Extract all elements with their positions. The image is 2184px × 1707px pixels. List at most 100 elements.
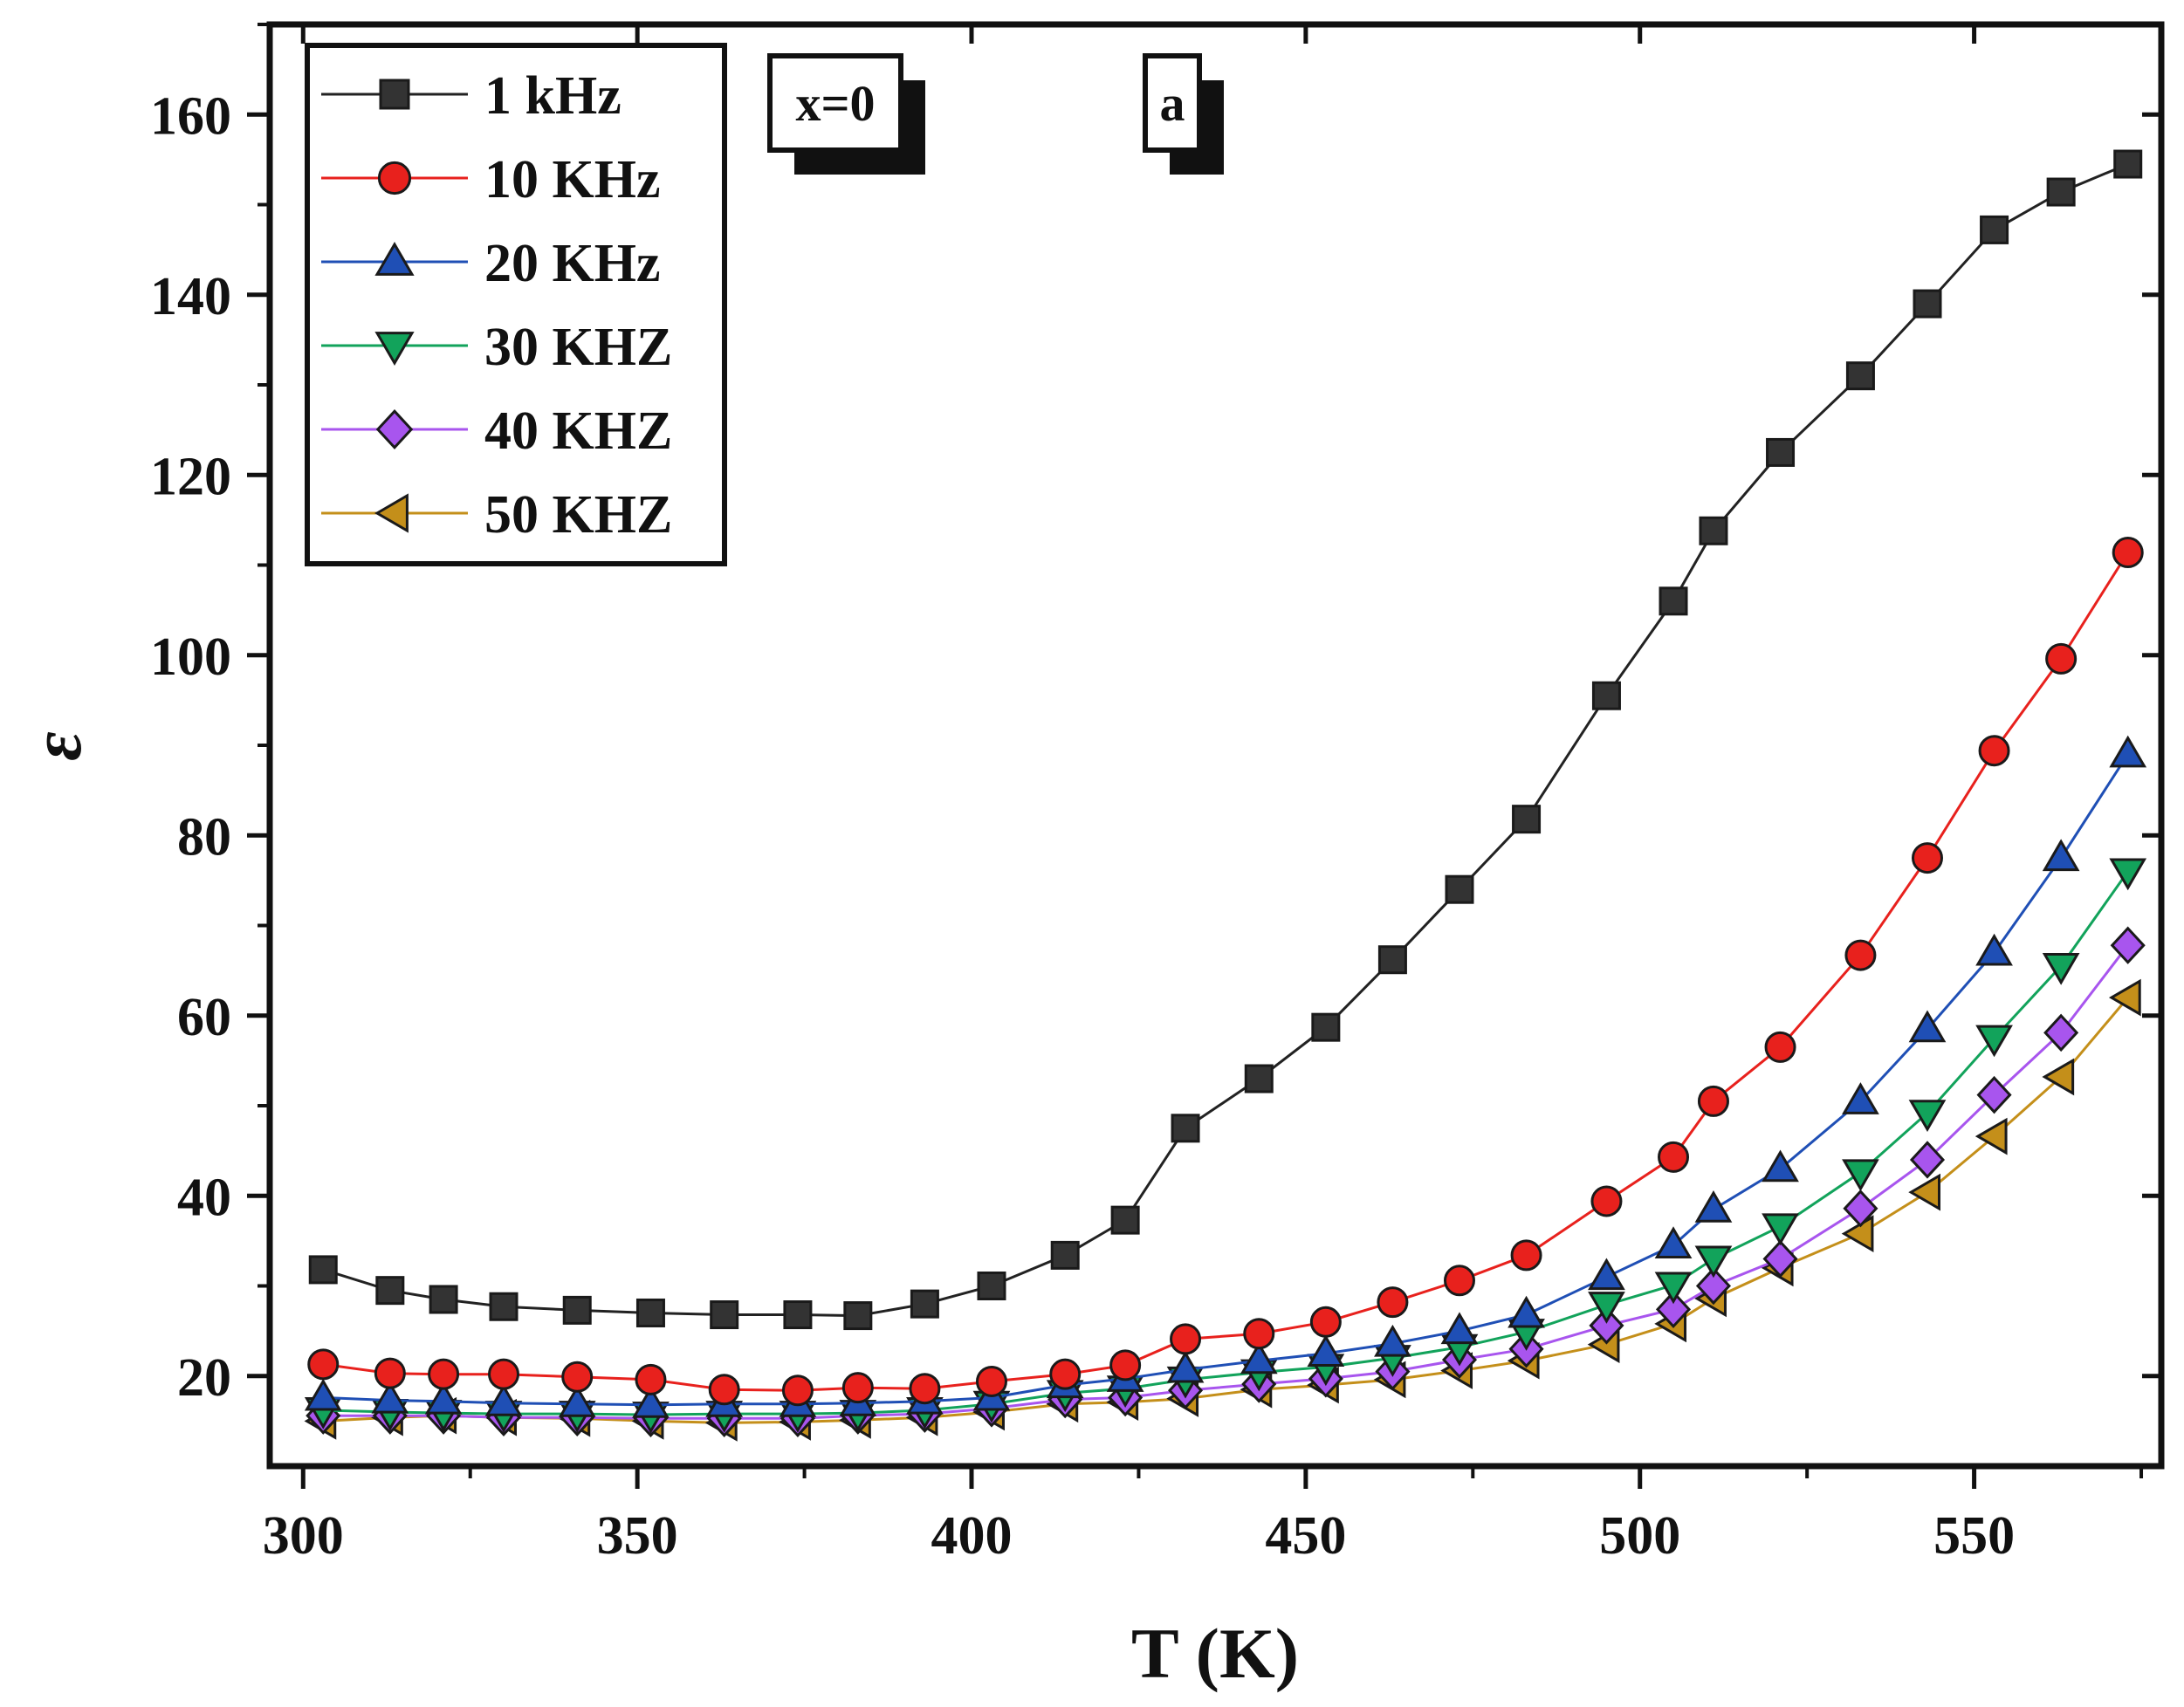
y-tick-label: 140 xyxy=(150,267,231,326)
data-point xyxy=(635,1298,665,1327)
composition-label-box: x=0 xyxy=(767,53,925,175)
x-tick-label: 350 xyxy=(597,1506,678,1566)
legend-label: 40 KHZ xyxy=(484,401,672,461)
data-point xyxy=(1655,1290,1692,1329)
legend-item: 10 KHz xyxy=(321,150,660,209)
data-point xyxy=(1309,1306,1342,1338)
data-point xyxy=(977,1272,1006,1300)
data-point xyxy=(1243,1318,1275,1350)
data-point xyxy=(489,1292,519,1321)
y-tick-label: 20 xyxy=(177,1348,231,1408)
y-tick-label: 40 xyxy=(177,1168,231,1227)
data-point xyxy=(1588,1292,1625,1324)
data-point xyxy=(561,1361,594,1393)
y-tick-label: 80 xyxy=(177,807,231,867)
data-point xyxy=(429,1285,458,1314)
data-point xyxy=(424,1381,463,1415)
data-point xyxy=(843,1301,873,1331)
series-line xyxy=(322,162,2129,1318)
data-point xyxy=(2112,537,2144,569)
data-point xyxy=(1512,805,1542,834)
x-tick-label: 300 xyxy=(263,1506,344,1566)
legend-marker xyxy=(374,493,409,533)
data-point xyxy=(1110,1205,1140,1235)
data-point xyxy=(1694,1190,1733,1223)
data-point xyxy=(1590,1185,1623,1217)
data-point xyxy=(558,1385,596,1417)
data-point xyxy=(1845,361,1875,391)
data-point xyxy=(1909,1141,1946,1179)
y-tick-label: 100 xyxy=(150,627,231,687)
legend-label: 1 kHz xyxy=(484,66,622,126)
data-point xyxy=(1843,1189,1878,1228)
data-point xyxy=(1762,1213,1799,1246)
data-point xyxy=(1166,1350,1205,1383)
data-point xyxy=(1591,681,1621,710)
data-point xyxy=(1841,1215,1874,1252)
legend-marker xyxy=(374,242,415,276)
data-point xyxy=(1654,1226,1693,1259)
y-tick-label: 120 xyxy=(150,447,231,506)
data-point xyxy=(841,1372,874,1404)
data-point xyxy=(1762,1239,1798,1279)
data-point xyxy=(1697,1085,1729,1117)
data-point xyxy=(484,1383,523,1416)
data-point xyxy=(1976,1075,2012,1114)
data-point xyxy=(2045,642,2078,675)
series-layer xyxy=(304,149,2147,1442)
data-point xyxy=(1911,842,1943,874)
data-point xyxy=(2042,952,2080,985)
data-point xyxy=(374,1357,406,1389)
data-point xyxy=(428,1358,460,1390)
data-point xyxy=(1443,1265,1475,1297)
data-point xyxy=(783,1300,813,1330)
data-point xyxy=(1377,945,1407,975)
series-1-khz xyxy=(308,149,2143,1331)
data-point xyxy=(375,1276,405,1306)
data-point xyxy=(1589,1306,1624,1345)
data-point xyxy=(1842,1159,1879,1192)
data-point xyxy=(1654,1272,1693,1305)
data-point xyxy=(1975,1117,2008,1155)
data-point xyxy=(2113,149,2143,179)
data-point xyxy=(1762,1149,1799,1183)
data-point xyxy=(635,1363,667,1395)
data-point xyxy=(2109,858,2147,891)
legend-item: 20 KHz xyxy=(321,234,660,293)
data-point xyxy=(632,1386,670,1418)
x-tick-label: 450 xyxy=(1265,1506,1346,1566)
data-point xyxy=(488,1358,520,1390)
data-point xyxy=(1908,1010,1947,1043)
series-line xyxy=(323,552,2129,1392)
data-point xyxy=(2046,177,2076,207)
data-point xyxy=(708,1374,740,1406)
data-point xyxy=(1510,1239,1542,1272)
data-point xyxy=(1975,1025,2013,1058)
series-line xyxy=(323,753,2129,1407)
data-point xyxy=(910,1289,939,1319)
data-point xyxy=(2109,735,2147,768)
legend-label: 20 KHz xyxy=(484,234,660,293)
legend-marker xyxy=(375,408,414,450)
x-tick-label: 400 xyxy=(931,1506,1013,1566)
x-axis-title: T (K) xyxy=(1131,1614,1299,1693)
data-point xyxy=(1694,1245,1733,1279)
data-point xyxy=(975,1365,1007,1397)
data-point xyxy=(1377,1286,1409,1319)
data-point xyxy=(371,1381,409,1414)
data-point xyxy=(1978,735,2010,767)
legend: 1 kHz 10 KHz 20 KHz 30 KHZ 40 KHZ 50 KHZ xyxy=(305,43,727,566)
data-point xyxy=(1844,939,1877,971)
data-point xyxy=(909,1373,941,1405)
legend-label: 30 KHZ xyxy=(484,318,672,377)
series-line xyxy=(323,997,2129,1424)
data-point xyxy=(2042,839,2080,872)
data-point xyxy=(2042,1058,2075,1096)
data-point xyxy=(2043,1013,2079,1052)
data-point xyxy=(1240,1341,1278,1375)
data-point xyxy=(307,1348,340,1381)
legend-item: 1 kHz xyxy=(321,66,622,126)
y-tick-label: 60 xyxy=(177,988,231,1047)
legend-label: 50 KHZ xyxy=(484,485,672,545)
data-point xyxy=(1908,1100,1947,1132)
